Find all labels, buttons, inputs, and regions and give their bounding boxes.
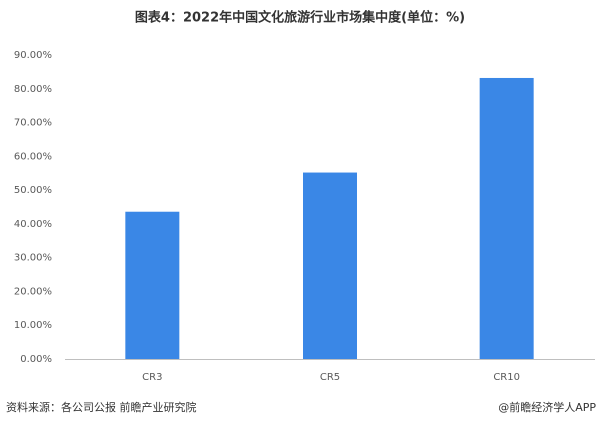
bar <box>125 211 180 359</box>
y-tick-label: 30.00% <box>14 253 52 264</box>
y-tick-label: 80.00% <box>14 84 52 95</box>
chart-title: 图表4：2022年中国文化旅游行业市场集中度(单位：%) <box>135 10 465 26</box>
y-tick-label: 10.00% <box>14 320 52 331</box>
y-tick-label: 70.00% <box>14 118 52 129</box>
bar <box>303 172 357 359</box>
bar <box>479 77 534 360</box>
x-tick-label: CR3 <box>142 372 162 383</box>
credit: @前瞻经济学人APP <box>498 400 596 414</box>
y-tick-label: 20.00% <box>14 286 52 297</box>
x-tick-label: CR10 <box>493 372 520 383</box>
source-note: 资料来源：各公司公报 前瞻产业研究院 <box>6 400 197 414</box>
y-tick-label: 90.00% <box>14 50 52 61</box>
y-tick-label: 0.00% <box>20 354 52 365</box>
y-tick-label: 40.00% <box>14 219 52 230</box>
y-tick-label: 50.00% <box>14 185 52 196</box>
y-tick-label: 60.00% <box>14 151 52 162</box>
x-tick-label: CR5 <box>320 372 340 383</box>
